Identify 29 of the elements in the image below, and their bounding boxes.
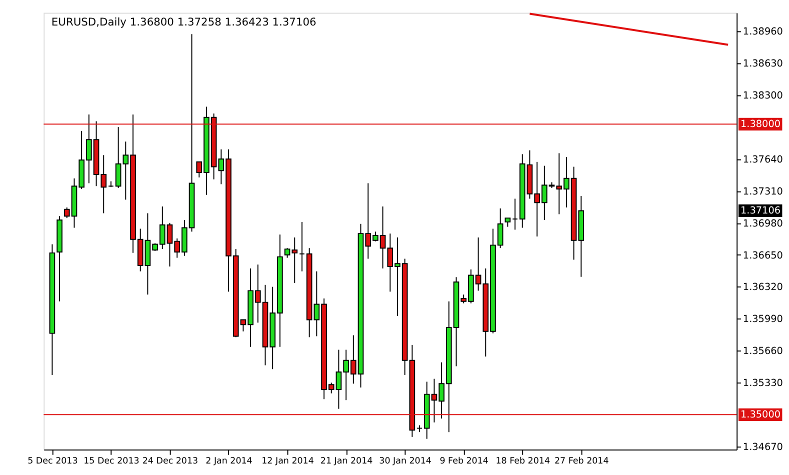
candlestick <box>299 221 305 272</box>
y-tick-label: 1.38960 <box>742 26 783 38</box>
y-tick-label: 1.38300 <box>742 90 783 102</box>
x-tick-label: 5 Dec 2013 <box>28 456 78 467</box>
x-tick-label: 12 Jan 2014 <box>262 456 314 467</box>
x-tick-label: 24 Dec 2013 <box>142 456 198 467</box>
x-tick-label: 2 Jan 2014 <box>206 456 253 467</box>
x-tick-label: 15 Dec 2013 <box>84 456 140 467</box>
y-tick-label: 1.34670 <box>742 442 783 453</box>
x-tick-label: 30 Jan 2014 <box>379 456 432 467</box>
x-tick-label: 9 Feb 2014 <box>440 456 489 467</box>
y-tick-label: 1.36650 <box>742 250 783 262</box>
y-tick-label: 1.37640 <box>742 154 783 166</box>
y-tick-label: 1.36980 <box>742 218 783 230</box>
x-tick-label: 18 Feb 2014 <box>496 456 550 467</box>
chart-title: EURUSD,Daily 1.36800 1.37258 1.36423 1.37106 <box>51 15 317 28</box>
ref-line-label: 1.38000 <box>740 119 781 130</box>
y-tick-label: 1.35330 <box>742 378 783 390</box>
y-tick-label: 1.35990 <box>742 314 783 326</box>
x-tick-label: 27 Feb 2014 <box>554 456 610 467</box>
y-tick-label: 1.37310 <box>742 186 783 198</box>
candlestick <box>512 198 518 230</box>
y-tick-label: 1.35660 <box>742 346 783 358</box>
candlestick <box>115 126 122 189</box>
y-tick-label: 1.36320 <box>742 282 783 294</box>
text: 1.37106 <box>740 206 781 217</box>
ref-line-label: 1.35000 <box>740 410 781 421</box>
y-tick-label: 1.38630 <box>742 58 783 70</box>
x-tick-label: 21 Jan 2014 <box>320 456 374 467</box>
